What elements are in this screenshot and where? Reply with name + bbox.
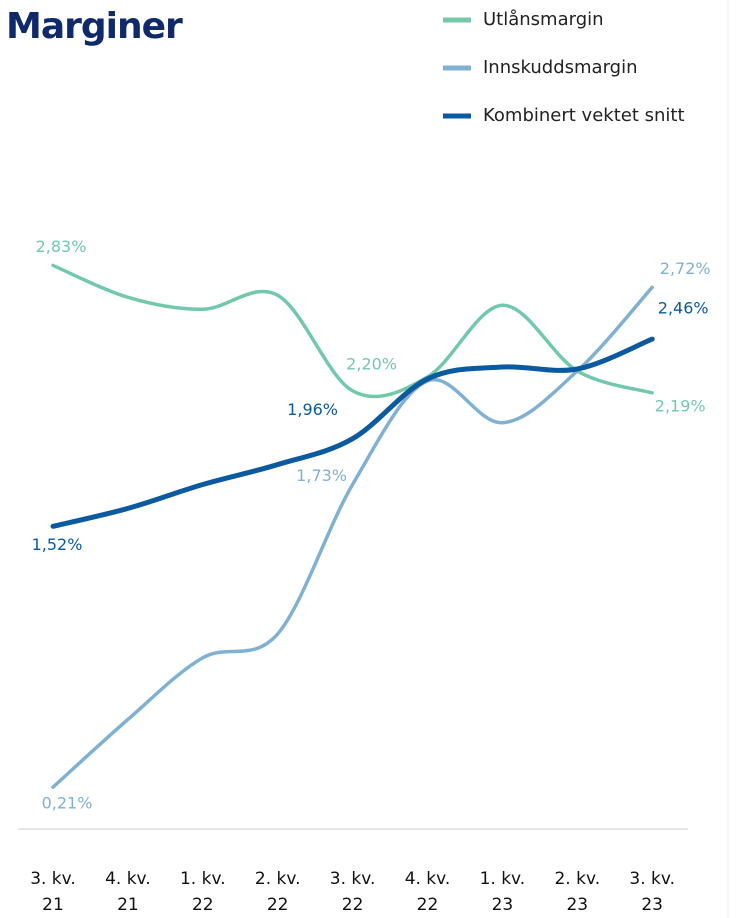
x-tick-label: 3. kv. 23 <box>629 869 675 915</box>
x-tick-label: 1. kv. 23 <box>479 869 526 915</box>
data-label: 2,72% <box>660 259 711 278</box>
legend-label: Kombinert vektet snitt <box>483 105 685 126</box>
series-line <box>50 336 655 529</box>
x-tick-label: 2. kv. 23 <box>554 869 601 915</box>
data-label: 1,73% <box>296 466 347 485</box>
data-label: 2,19% <box>655 396 706 415</box>
data-label: 2,46% <box>658 299 709 318</box>
x-tick-label: 1. kv. 22 <box>179 869 226 915</box>
series-line <box>51 263 654 399</box>
chart-title: Marginer <box>6 6 183 47</box>
x-tick-label: 4. kv. 21 <box>105 869 151 915</box>
data-label: 2,83% <box>36 237 87 256</box>
series-line <box>51 285 654 789</box>
x-tick-label: 4. kv. 22 <box>404 869 451 915</box>
data-label: 2,20% <box>346 354 397 373</box>
x-tick-label: 2. kv. 22 <box>254 869 301 915</box>
data-label: 1,96% <box>287 400 338 419</box>
data-label: 1,52% <box>32 535 83 554</box>
x-tick-label: 3. kv. 22 <box>329 869 376 915</box>
legend-label: Utlånsmargin <box>483 9 604 30</box>
x-tick-label: 3. kv. 21 <box>30 869 76 915</box>
legend-label: Innskuddsmargin <box>483 57 638 78</box>
data-label: 0,21% <box>42 794 93 813</box>
